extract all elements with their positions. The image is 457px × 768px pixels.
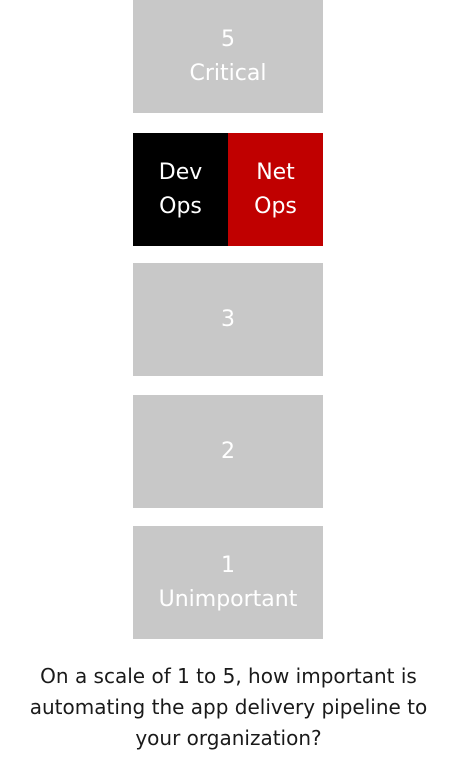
level-5-number: 5	[221, 26, 235, 52]
netops-line-2: Ops	[254, 193, 297, 219]
netops-segment: Net Ops	[228, 133, 323, 246]
question-line-1: On a scale of 1 to 5, how important is	[40, 664, 417, 688]
scale-level-5-box: 5 Critical	[133, 0, 323, 113]
level-5-label: Critical	[189, 60, 267, 86]
question-line-3: your organization?	[135, 726, 322, 750]
devops-segment: Dev Ops	[133, 133, 228, 246]
scale-level-2-box: 2	[133, 395, 323, 508]
survey-question: On a scale of 1 to 5, how important is a…	[0, 661, 457, 754]
scale-level-4-box: Dev Ops Net Ops	[133, 133, 323, 246]
level-2-number: 2	[221, 438, 235, 464]
scale-level-3-box: 3	[133, 263, 323, 376]
level-1-label: Unimportant	[158, 586, 298, 612]
devops-line-1: Dev	[158, 159, 203, 185]
level-3-number: 3	[221, 306, 235, 332]
devops-line-2: Ops	[159, 193, 202, 219]
level-1-number: 1	[221, 552, 235, 578]
question-line-2: automating the app delivery pipeline to	[29, 695, 428, 719]
scale-level-1-box: 1 Unimportant	[133, 526, 323, 639]
netops-line-1: Net	[256, 159, 295, 185]
